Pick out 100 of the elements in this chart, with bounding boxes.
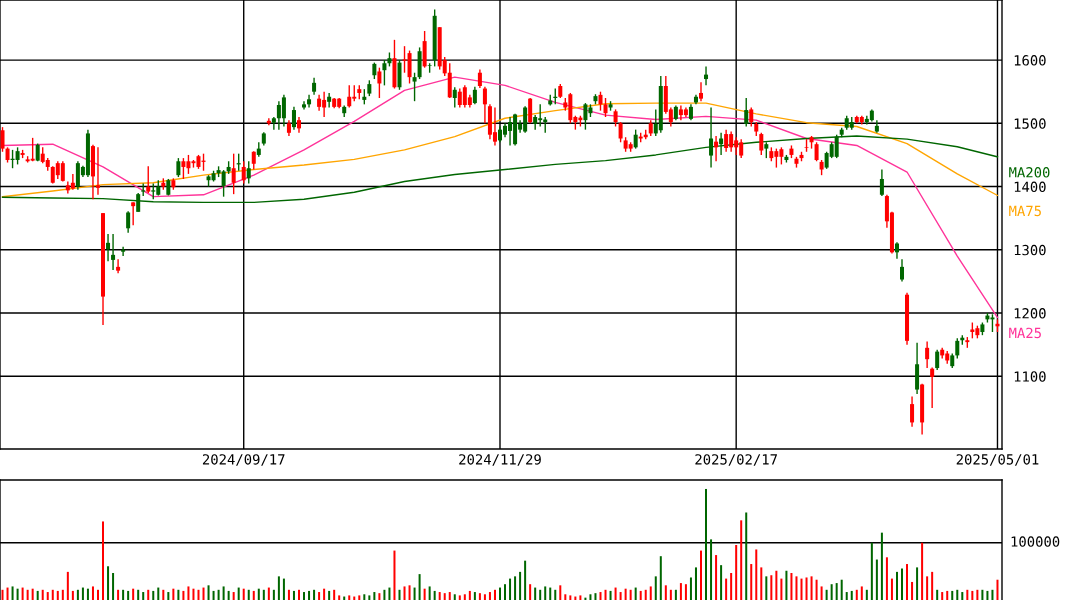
bar — [735, 544, 738, 600]
bar — [730, 572, 733, 600]
bar — [86, 588, 89, 600]
bar — [1, 589, 4, 600]
bar — [694, 567, 697, 600]
bar — [453, 594, 456, 600]
candlestick — [955, 337, 960, 360]
bar — [152, 590, 155, 600]
bar — [589, 594, 592, 600]
candlestick — [899, 258, 905, 283]
y-tick-label: 1500 — [1014, 118, 1046, 129]
bar — [775, 570, 778, 600]
bar — [56, 590, 59, 600]
candlestick — [347, 84, 352, 109]
bar — [61, 589, 64, 600]
bar — [835, 583, 838, 600]
candlestick — [482, 85, 487, 125]
line-series — [1, 102, 999, 198]
bar — [308, 590, 311, 600]
bar — [684, 584, 687, 600]
bar — [66, 571, 69, 600]
bar — [488, 592, 491, 600]
bar — [172, 588, 175, 600]
bar — [644, 589, 647, 600]
bar — [277, 576, 280, 600]
bar — [539, 589, 542, 600]
bar — [257, 588, 260, 600]
bar — [418, 574, 421, 600]
bar — [906, 564, 909, 600]
bar — [237, 587, 240, 600]
bar — [297, 589, 300, 600]
bar — [825, 589, 828, 600]
bar — [468, 590, 471, 600]
series-label: MA200 — [1009, 167, 1050, 178]
bar — [699, 550, 702, 600]
bar — [433, 590, 436, 600]
bar — [805, 577, 808, 600]
bar — [524, 560, 527, 600]
bar — [292, 590, 295, 600]
bar — [715, 555, 718, 600]
bar — [599, 592, 602, 600]
bar — [16, 588, 19, 600]
bar — [509, 578, 512, 600]
bar — [282, 578, 285, 600]
candlestick — [116, 258, 121, 274]
bar — [579, 595, 582, 600]
text: 100000 — [1011, 536, 1060, 547]
bar — [981, 589, 984, 600]
bar — [614, 587, 617, 600]
bar — [629, 589, 632, 600]
bar — [222, 586, 225, 600]
bar — [102, 521, 105, 600]
bar — [845, 592, 848, 600]
bar — [679, 583, 682, 600]
bar — [669, 589, 672, 600]
candlestick — [910, 395, 915, 428]
bar — [720, 565, 723, 600]
bar — [916, 567, 919, 600]
bar — [51, 589, 54, 600]
bar — [348, 595, 351, 600]
bar — [202, 587, 205, 600]
bar — [71, 590, 74, 600]
bar — [207, 585, 210, 600]
bar — [182, 590, 185, 600]
bar — [117, 589, 120, 600]
bar — [212, 590, 215, 600]
candlestick — [131, 201, 136, 226]
bar — [378, 593, 381, 600]
bar — [493, 589, 496, 600]
bar — [931, 571, 934, 600]
bar — [936, 589, 939, 600]
bar — [438, 592, 441, 600]
bar — [177, 589, 180, 600]
bar — [895, 571, 898, 600]
candlestick — [327, 92, 332, 109]
bar — [483, 594, 486, 600]
bar — [689, 577, 692, 600]
bar — [187, 586, 190, 600]
bar — [855, 589, 858, 600]
bar — [961, 592, 964, 600]
bar — [705, 488, 708, 600]
bar — [21, 587, 24, 600]
bar — [564, 594, 567, 600]
bar — [800, 578, 803, 600]
bar — [926, 576, 929, 600]
bar — [750, 564, 753, 600]
bar — [287, 589, 290, 600]
bar — [91, 586, 94, 600]
bar — [423, 588, 426, 600]
bar — [388, 587, 391, 600]
bar — [443, 593, 446, 600]
bar — [76, 589, 79, 600]
bar — [790, 572, 793, 600]
bar — [840, 579, 843, 600]
bar — [594, 593, 597, 600]
bar — [745, 512, 748, 600]
bar — [368, 595, 371, 600]
bar — [890, 578, 893, 600]
candlestick — [583, 102, 588, 131]
bar — [710, 539, 713, 600]
